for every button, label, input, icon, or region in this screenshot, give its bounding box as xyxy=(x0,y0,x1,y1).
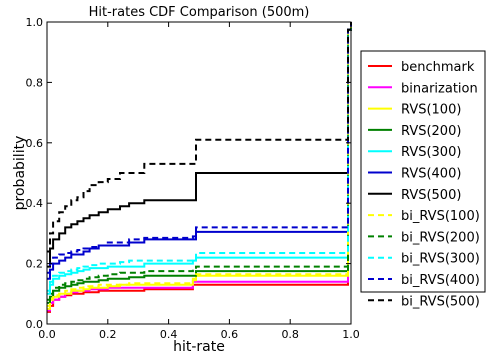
series-line-rvs-400 xyxy=(47,22,352,280)
chart-title: Hit-rates CDF Comparison (500m) xyxy=(89,5,310,20)
x-tick-label: 0.6 xyxy=(221,328,239,341)
legend-label-rvs-100: RVS(100) xyxy=(401,103,461,118)
legend-label-bi-rvs-500: bi_RVS(500) xyxy=(401,294,480,309)
legend-label-bi-rvs-300: bi_RVS(300) xyxy=(401,252,480,267)
y-tick-label: 0.0 xyxy=(26,318,44,331)
legend-label-bi-rvs-400: bi_RVS(400) xyxy=(401,273,480,288)
x-tick-label: 0.0 xyxy=(38,328,56,341)
legend-label-rvs-400: RVS(400) xyxy=(401,167,461,182)
series-line-bi-rvs-300 xyxy=(47,22,352,292)
x-tick-label: 0.8 xyxy=(281,328,299,341)
legend-label-bi-rvs-200: bi_RVS(200) xyxy=(401,230,480,245)
y-axis-label: probability xyxy=(12,136,28,211)
legend-label-binarization: binarization xyxy=(401,81,478,96)
plot-lines xyxy=(47,22,352,313)
x-tick-label: 1.0 xyxy=(342,328,360,341)
series-line-bi-rvs-100 xyxy=(47,22,352,307)
legend-label-bi-rvs-100: bi_RVS(100) xyxy=(401,209,480,224)
series-line-bi-rvs-500 xyxy=(47,22,352,253)
legend: benchmark binarization RVS(100) RVS(200) RVS… xyxy=(360,50,486,309)
legend-label-rvs-300: RVS(300) xyxy=(401,145,461,160)
plot-frame xyxy=(46,21,352,325)
x-axis-label: hit-rate xyxy=(173,339,225,355)
series-line-bi-rvs-200 xyxy=(47,22,352,301)
axis-ticks: 0.0 0.2 0.4 0.6 0.8 1.0 0.0 0.2 0.4 0.6 0.8 1.0 xyxy=(26,16,360,341)
y-tick-label: 0.2 xyxy=(26,258,44,271)
y-tick-label: 1.0 xyxy=(26,16,44,29)
x-tick-label: 0.4 xyxy=(160,328,178,341)
legend-label-benchmark: benchmark xyxy=(401,60,475,75)
series-line-bi-rvs-400 xyxy=(47,22,352,274)
y-tick-label: 0.6 xyxy=(26,137,44,150)
series-line-rvs-500 xyxy=(47,22,352,268)
series-line-rvs-300 xyxy=(47,22,352,295)
series-line-rvs-200 xyxy=(47,22,352,304)
x-tick-label: 0.2 xyxy=(99,328,117,341)
legend-label-rvs-500: RVS(500) xyxy=(401,188,461,203)
y-tick-label: 0.8 xyxy=(26,76,44,89)
legend-label-rvs-200: RVS(200) xyxy=(401,124,461,139)
y-tick-label: 0.4 xyxy=(26,197,44,210)
